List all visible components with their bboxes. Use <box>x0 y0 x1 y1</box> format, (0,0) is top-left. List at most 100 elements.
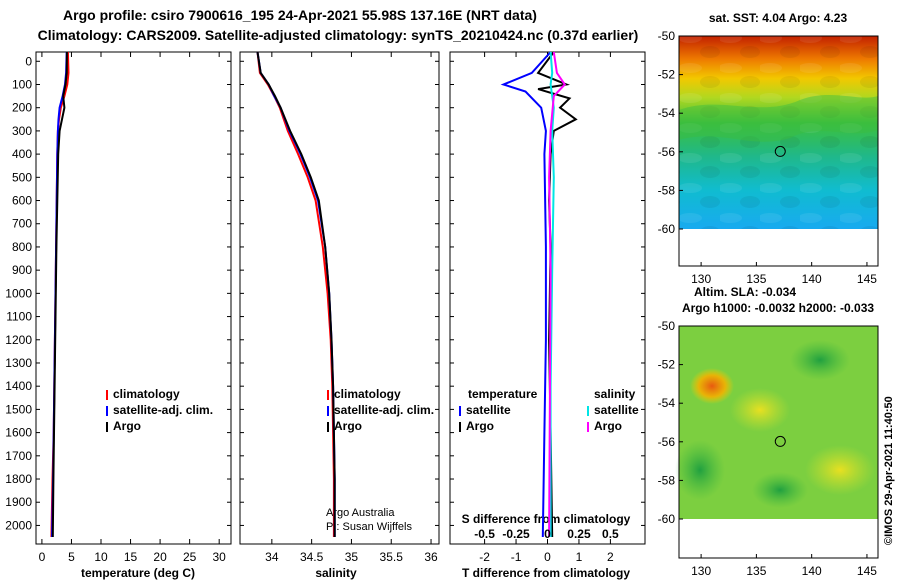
map-y-tick-label: -54 <box>658 396 676 410</box>
y-tick-label: 1500 <box>5 402 32 416</box>
y-tick-label: 1300 <box>5 356 32 370</box>
legend-label: satellite <box>594 403 639 417</box>
map-y-tick-label: -56 <box>658 435 676 449</box>
salinity-legend-title: salinity <box>594 387 636 401</box>
x-tick-label: -2 <box>479 550 490 564</box>
legend-label: Argo <box>594 419 622 433</box>
argo-location-marker <box>774 145 786 157</box>
y-tick-label: 200 <box>12 101 32 115</box>
sst-texture <box>679 36 878 229</box>
series-line-argo <box>51 51 68 538</box>
x-tick-label: 34 <box>265 550 279 564</box>
difference-plot-frame <box>449 51 646 545</box>
s-scale-label: 0.25 <box>567 527 591 541</box>
series-line-salinity-argo <box>548 51 567 538</box>
map-y-tick-label: -50 <box>658 319 676 333</box>
y-tick-label: 0 <box>25 54 32 68</box>
x-tick-label: 10 <box>94 550 108 564</box>
s-scale-label: -0.25 <box>502 527 530 541</box>
x-tick-label: 25 <box>183 550 197 564</box>
sla-low-patch-3 <box>752 472 808 508</box>
series-line-argo <box>256 51 336 537</box>
map-x-tick-label: 135 <box>746 564 766 578</box>
sla-high-patch <box>690 368 734 404</box>
title-line-2: Climatology: CARS2009. Satellite-adjuste… <box>38 27 639 43</box>
series-line-climatology <box>256 51 335 537</box>
salinity-panel: salinity Argo Australia PI: Susan Wijffe… <box>239 51 440 580</box>
legend-label: climatology <box>334 387 401 401</box>
map-y-tick-label: -58 <box>658 473 676 487</box>
sst-map-title: sat. SST: 4.04 Argo: 4.23 <box>709 11 848 25</box>
y-tick-label: 1100 <box>6 310 32 324</box>
title-line-1: Argo profile: csiro 7900616_195 24-Apr-2… <box>63 7 537 23</box>
y-tick-label: 1400 <box>5 379 32 393</box>
t-difference-xlabel: T difference from climatology <box>462 566 630 580</box>
s-scale-label: -0.5 <box>474 527 495 541</box>
map-y-tick-label: -58 <box>658 183 676 197</box>
y-tick-label: 2000 <box>5 518 32 532</box>
s-scale-label: 0 <box>544 527 551 541</box>
y-tick-label: 300 <box>12 124 32 138</box>
y-tick-label: 400 <box>12 147 32 161</box>
s-scale-label: 0.5 <box>602 527 619 541</box>
x-tick-label: -1 <box>511 550 522 564</box>
map-x-tick-label: 145 <box>857 564 877 578</box>
s-difference-label: S difference from climatology <box>462 512 631 526</box>
map-y-tick-label: -60 <box>658 222 676 236</box>
map-y-tick-label: -54 <box>658 106 676 120</box>
map-x-tick-label: 140 <box>802 272 822 286</box>
y-tick-label: 700 <box>12 217 32 231</box>
map-x-tick-label: 145 <box>857 272 877 286</box>
sla-yellow-patch-2 <box>805 445 875 495</box>
x-tick-label: 34.5 <box>300 550 324 564</box>
x-tick-label: 0 <box>39 550 46 564</box>
map-x-tick-label: 130 <box>691 272 711 286</box>
temperature-plot-frame <box>35 51 232 545</box>
x-tick-label: 30 <box>213 550 227 564</box>
pi-label: PI: Susan Wijffels <box>326 521 412 533</box>
map-x-tick-label: 130 <box>691 564 711 578</box>
y-tick-label: 600 <box>12 194 32 208</box>
series-line-temperature-satellite <box>500 51 552 538</box>
y-tick-label: 100 <box>12 77 32 91</box>
sst-front <box>679 94 878 142</box>
sst-map-frame <box>678 35 879 267</box>
salinity-plot-frame <box>239 51 440 545</box>
y-tick-label: 900 <box>12 263 32 277</box>
legend-label: satellite-adj. clim. <box>334 403 434 417</box>
legend-label: Argo <box>466 419 494 433</box>
sla-yellow-patch-1 <box>730 388 790 432</box>
map-y-tick-label: -56 <box>658 145 676 159</box>
map-y-tick-label: -50 <box>658 29 676 43</box>
y-tick-label: 1200 <box>5 333 32 347</box>
legend-label: satellite <box>466 403 511 417</box>
difference-panel: T difference from climatology S differen… <box>449 51 646 580</box>
x-tick-label: 15 <box>124 550 138 564</box>
legend-label: Argo <box>334 419 362 433</box>
sst-map: sat. SST: 4.04 Argo: 4.23 -50 -52 -54 -56 -5… <box>658 11 879 286</box>
map-x-tick-label: 140 <box>802 564 822 578</box>
series-line-satellite-adj-clim- <box>256 51 336 537</box>
legend-label: climatology <box>113 387 180 401</box>
y-tick-label: 1700 <box>5 449 32 463</box>
x-tick-label: 20 <box>153 550 167 564</box>
temperature-panel: temperature (deg C) 0 5 10 15 20 25 3001002003… <box>5 51 232 580</box>
argo-location-marker <box>774 435 786 447</box>
sla-map-title: Altim. SLA: -0.034 <box>694 285 796 299</box>
y-tick-label: 1800 <box>5 472 32 486</box>
salinity-xlabel: salinity <box>315 566 357 580</box>
legend-label: Argo <box>113 419 141 433</box>
sla-map-subtitle: Argo h1000: -0.0032 h2000: -0.033 <box>682 301 874 315</box>
legend-label: satellite-adj. clim. <box>113 403 213 417</box>
y-tick-label: 1000 <box>5 286 32 300</box>
sla-nodata <box>679 519 878 558</box>
sla-low-patch-1 <box>790 340 850 380</box>
x-tick-label: 5 <box>68 550 75 564</box>
temperature-xlabel: temperature (deg C) <box>81 566 195 580</box>
x-tick-label: 36 <box>424 550 438 564</box>
y-tick-label: 500 <box>12 170 32 184</box>
y-tick-label: 1600 <box>5 426 32 440</box>
y-tick-label: 800 <box>12 240 32 254</box>
credit-text: ©IMOS 29-Apr-2021 11:40:50 <box>883 396 895 545</box>
